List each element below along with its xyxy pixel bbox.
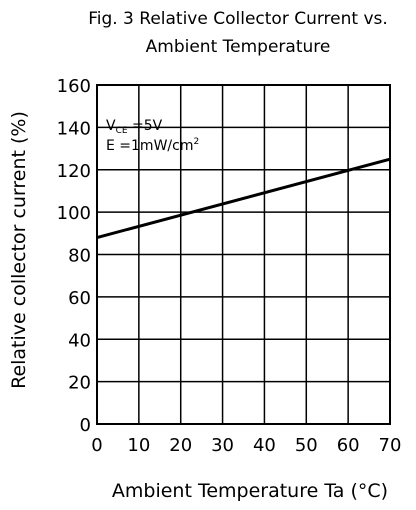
- y-tick-160: 160: [57, 76, 91, 97]
- y-tick-0: 0: [80, 415, 91, 436]
- y-tick-80: 80: [68, 246, 91, 267]
- series-line-0: [96, 157, 391, 239]
- x-tick-40: 40: [253, 435, 276, 456]
- data-series: [96, 157, 391, 239]
- x-axis-label: Ambient Temperature Ta (°C): [112, 480, 388, 502]
- y-tick-40: 40: [68, 330, 91, 351]
- y-tick-140: 140: [57, 118, 91, 139]
- legend-box: VCE =5V E =1mW/cm2: [106, 118, 199, 154]
- x-tick-0: 0: [91, 435, 102, 456]
- legend-irradiance-text: E =1mW/cm: [106, 138, 193, 154]
- grid-lines: [97, 85, 390, 424]
- plot-frame: [96, 84, 391, 425]
- x-tick-10: 10: [127, 435, 150, 456]
- y-tick-100: 100: [57, 203, 91, 224]
- legend-vce-subscript: CE: [116, 126, 128, 136]
- legend-vce: VCE =5V: [106, 118, 163, 136]
- chart-title-line-1: Fig. 3 Relative Collector Current vs.: [88, 9, 388, 29]
- chart-title-line-2: Ambient Temperature: [146, 37, 331, 57]
- legend-vce-symbol: V: [106, 118, 116, 134]
- y-axis-label: Relative collector current (%): [8, 111, 30, 389]
- x-tick-20: 20: [169, 435, 192, 456]
- x-tick-60: 60: [337, 435, 360, 456]
- legend-irradiance: E =1mW/cm2: [106, 137, 199, 154]
- x-tick-labels: 0 10 20 30 40 50 60 70: [91, 435, 401, 456]
- y-tick-60: 60: [68, 288, 91, 309]
- y-tick-20: 20: [68, 373, 91, 394]
- y-tick-120: 120: [57, 161, 91, 182]
- y-tick-labels: 0 20 40 60 80 100 120 140 160: [57, 76, 91, 436]
- x-tick-50: 50: [295, 435, 318, 456]
- x-tick-70: 70: [379, 435, 402, 456]
- legend-vce-value: =5V: [128, 118, 163, 134]
- legend-irradiance-superscript: 2: [193, 137, 199, 147]
- x-tick-30: 30: [211, 435, 234, 456]
